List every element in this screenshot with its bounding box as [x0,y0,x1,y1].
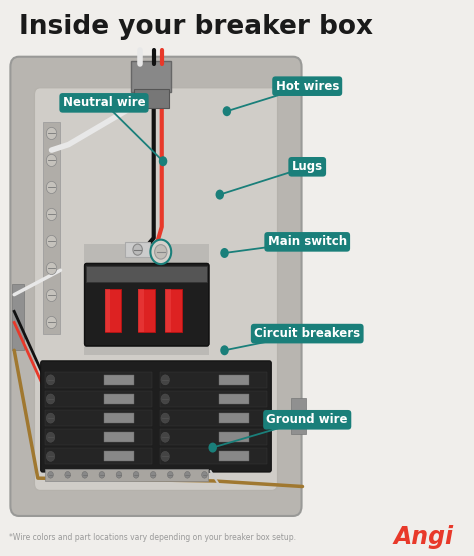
Circle shape [46,394,55,404]
Bar [104,451,134,461]
Bar [165,289,171,332]
Bar [105,289,121,332]
Bar [84,244,210,355]
Circle shape [46,235,57,247]
Bar [105,289,110,332]
Bar [138,289,144,332]
Bar [219,432,249,443]
Bar [160,410,267,426]
Bar [105,289,121,332]
Circle shape [161,375,169,385]
Bar [160,372,267,388]
Circle shape [48,471,54,478]
Circle shape [150,240,171,264]
Circle shape [216,190,224,200]
FancyBboxPatch shape [84,264,209,346]
Circle shape [116,471,122,478]
Bar [131,61,172,92]
Bar [219,451,249,461]
Circle shape [220,248,229,258]
Circle shape [150,471,156,478]
FancyBboxPatch shape [41,361,271,472]
FancyBboxPatch shape [84,264,209,346]
Circle shape [46,289,57,301]
Text: Main switch: Main switch [268,235,347,249]
Text: Hot wires: Hot wires [275,80,339,93]
Circle shape [46,208,57,221]
FancyBboxPatch shape [10,57,301,516]
Bar [160,391,267,407]
Bar [125,242,150,257]
Circle shape [65,471,71,478]
Circle shape [209,443,217,453]
Bar [104,413,134,423]
Bar [165,289,182,332]
Circle shape [167,471,173,478]
Bar [45,410,153,426]
Bar [45,429,153,445]
Bar [86,266,207,282]
Bar [45,449,153,464]
Bar [160,449,267,464]
Circle shape [161,394,169,404]
Circle shape [161,413,169,423]
Circle shape [46,413,55,423]
Bar [138,289,155,332]
Circle shape [133,244,142,255]
Circle shape [99,471,105,478]
Bar [219,413,249,423]
Bar [104,394,134,404]
Bar [104,432,134,443]
Bar [104,375,134,385]
Circle shape [220,345,229,355]
Bar [138,289,155,332]
Bar [219,375,249,385]
Text: *Wire colors and part locations vary depending on your breaker box setup.: *Wire colors and part locations vary dep… [9,533,296,542]
Text: Lugs: Lugs [292,160,323,173]
Bar [291,398,306,434]
Circle shape [46,375,55,385]
Circle shape [159,156,167,166]
Bar [45,469,208,481]
Bar [45,372,153,388]
Circle shape [82,471,88,478]
Bar [134,89,169,108]
Bar [165,289,182,332]
Bar [12,284,24,350]
Bar [219,394,249,404]
Circle shape [184,471,190,478]
Bar [45,391,153,407]
Circle shape [46,155,57,167]
Circle shape [46,316,57,329]
Text: Inside your breaker box: Inside your breaker box [19,14,373,40]
Text: Neutral wire: Neutral wire [63,96,146,110]
Circle shape [46,127,57,140]
Circle shape [46,451,55,461]
Text: Angi: Angi [393,525,454,549]
Circle shape [133,471,139,478]
Circle shape [161,451,169,461]
Circle shape [201,471,207,478]
Circle shape [155,245,167,259]
Bar [160,429,267,445]
Bar [43,122,61,334]
FancyBboxPatch shape [35,88,277,490]
Circle shape [46,432,55,442]
Text: Circuit breakers: Circuit breakers [254,327,360,340]
Circle shape [46,181,57,193]
Circle shape [46,262,57,275]
Circle shape [223,106,231,116]
Circle shape [161,432,169,442]
Text: Ground wire: Ground wire [266,413,348,426]
